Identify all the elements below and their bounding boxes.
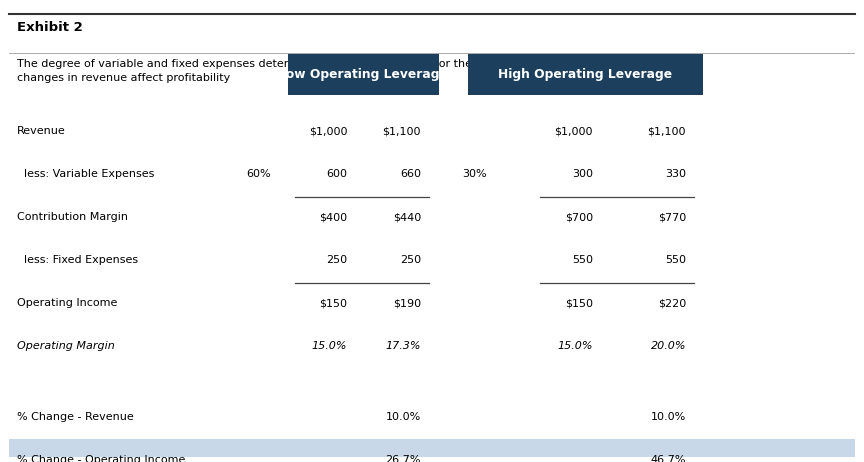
Text: 30%: 30% [462,170,487,179]
Text: 10.0%: 10.0% [385,412,421,422]
Text: 10.0%: 10.0% [651,412,686,422]
Text: less: Variable Expenses: less: Variable Expenses [17,170,155,179]
Text: Contribution Margin: Contribution Margin [17,213,128,222]
Text: Operating Income: Operating Income [17,298,118,309]
Text: 46.7%: 46.7% [651,455,686,462]
Text: Operating Margin: Operating Margin [17,341,115,352]
Text: $220: $220 [658,298,686,309]
Text: 300: 300 [572,170,593,179]
FancyBboxPatch shape [9,439,855,462]
Text: $1,100: $1,100 [647,127,686,136]
FancyBboxPatch shape [467,55,703,95]
Text: $150: $150 [565,298,593,309]
Text: Revenue: Revenue [17,127,66,136]
Text: % Change - Operating Income: % Change - Operating Income [17,455,186,462]
Text: $190: $190 [393,298,421,309]
Text: 17.3%: 17.3% [385,341,421,352]
Text: $400: $400 [319,213,347,222]
Text: $700: $700 [565,213,593,222]
Text: less: Fixed Expenses: less: Fixed Expenses [17,255,138,266]
Text: 250: 250 [400,255,421,266]
Text: $1,100: $1,100 [383,127,421,136]
Text: Low Operating Leverage: Low Operating Leverage [278,68,448,81]
Text: % Change - Revenue: % Change - Revenue [17,412,134,422]
Text: changes in revenue affect profitability: changes in revenue affect profitability [17,73,231,84]
Text: 550: 550 [665,255,686,266]
Text: 330: 330 [665,170,686,179]
Text: 660: 660 [400,170,421,179]
Text: Exhibit 2: Exhibit 2 [17,21,83,34]
Text: $770: $770 [658,213,686,222]
Text: $1,000: $1,000 [555,127,593,136]
Text: $150: $150 [320,298,347,309]
Text: 60%: 60% [246,170,271,179]
Text: 600: 600 [327,170,347,179]
Text: 15.0%: 15.0% [312,341,347,352]
Text: 250: 250 [327,255,347,266]
Text: 15.0%: 15.0% [557,341,593,352]
Text: High Operating Leverage: High Operating Leverage [499,68,672,81]
Text: 26.7%: 26.7% [385,455,421,462]
FancyBboxPatch shape [288,55,439,95]
Text: 20.0%: 20.0% [651,341,686,352]
Text: $440: $440 [393,213,421,222]
Text: The degree of variable and fixed expenses determines operating leverage, or the : The degree of variable and fixed expense… [17,59,566,69]
Text: 550: 550 [572,255,593,266]
Text: $1,000: $1,000 [308,127,347,136]
